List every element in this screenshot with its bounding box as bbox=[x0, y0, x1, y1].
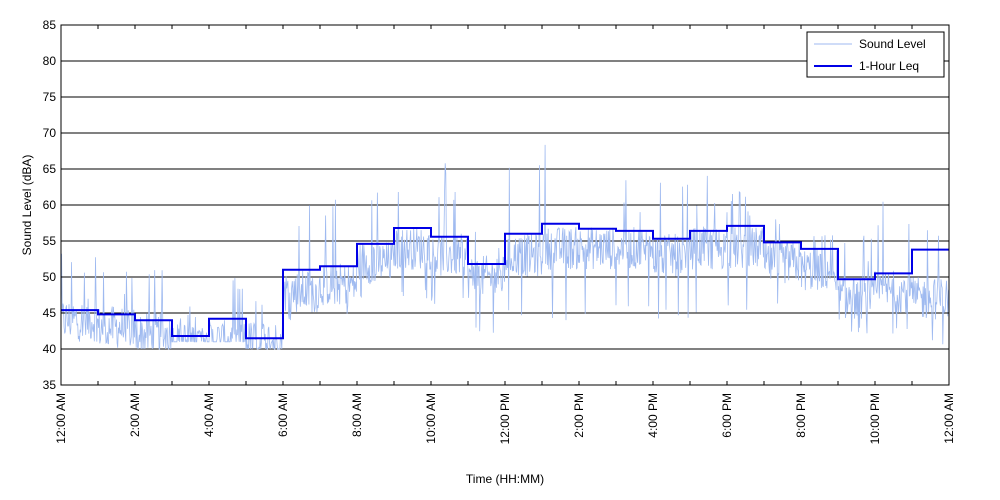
y-tick-label: 80 bbox=[43, 54, 57, 68]
x-tick-label: 8:00 AM bbox=[350, 393, 364, 437]
x-tick-label: 6:00 PM bbox=[720, 393, 734, 438]
legend-box bbox=[806, 31, 945, 78]
x-axis-label: Time (HH:MM) bbox=[466, 472, 544, 486]
y-tick-label: 40 bbox=[43, 342, 57, 356]
axis-ticks bbox=[60, 24, 950, 386]
sound-level-series bbox=[60, 144, 950, 350]
x-tick-label: 10:00 AM bbox=[424, 393, 438, 444]
x-tick-label: 2:00 PM bbox=[572, 393, 586, 438]
x-tick-labels: 12:00 AM 2:00 AM 4:00 AM 6:00 AM 8:00 AM 10:0… bbox=[54, 393, 956, 444]
leq-series bbox=[61, 222, 949, 340]
x-tick-label: 12:00 AM bbox=[942, 393, 956, 444]
y-tick-label: 65 bbox=[43, 162, 57, 176]
y-tick-label: 75 bbox=[43, 90, 57, 104]
leq-step-line bbox=[61, 222, 949, 340]
y-axis-label: Sound Level (dBA) bbox=[20, 155, 34, 256]
y-tick-label: 60 bbox=[43, 198, 57, 212]
sound-level-line bbox=[60, 144, 950, 350]
y-tick-labels: 35 40 45 50 55 60 65 70 75 80 85 bbox=[43, 18, 57, 392]
legend: Sound Level 1-Hour Leq bbox=[806, 31, 945, 78]
grid-lines bbox=[61, 60, 949, 350]
x-tick-label: 10:00 PM bbox=[868, 393, 882, 444]
legend-label-sound-level: Sound Level bbox=[859, 37, 926, 51]
x-tick-label: 6:00 AM bbox=[276, 393, 290, 437]
y-tick-label: 70 bbox=[43, 126, 57, 140]
x-tick-label: 8:00 PM bbox=[794, 393, 808, 438]
y-tick-label: 35 bbox=[43, 378, 57, 392]
x-tick-label: 4:00 AM bbox=[202, 393, 216, 437]
x-tick-label: 2:00 AM bbox=[128, 393, 142, 437]
x-tick-label: 12:00 PM bbox=[498, 393, 512, 444]
y-tick-label: 50 bbox=[43, 270, 57, 284]
x-tick-label: 12:00 AM bbox=[54, 393, 68, 444]
y-tick-label: 85 bbox=[43, 18, 57, 32]
y-tick-label: 45 bbox=[43, 306, 57, 320]
y-tick-label: 55 bbox=[43, 234, 57, 248]
x-tick-label: 4:00 PM bbox=[646, 393, 660, 438]
legend-label-leq: 1-Hour Leq bbox=[859, 59, 919, 73]
